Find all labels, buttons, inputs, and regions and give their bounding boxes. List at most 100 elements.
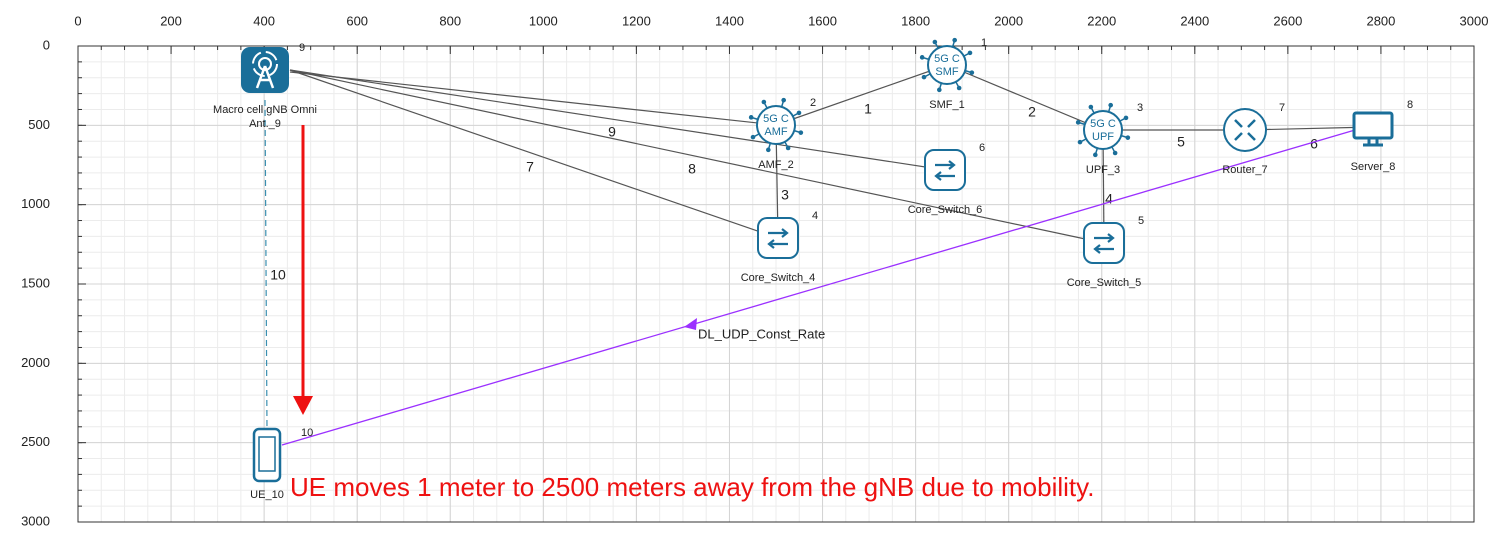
x-tick-label: 2000 xyxy=(994,13,1023,28)
icon-dot xyxy=(1075,120,1081,125)
icon-wave xyxy=(252,51,278,77)
icon-stand xyxy=(1363,139,1383,147)
icon-body xyxy=(252,427,282,483)
icon-dot xyxy=(937,87,942,93)
link xyxy=(946,64,1104,131)
icon-body xyxy=(757,217,799,259)
link-label: 5 xyxy=(1177,134,1185,150)
x-tick-label: 200 xyxy=(160,13,182,28)
icon-dot xyxy=(921,74,927,80)
y-tick-label: 500 xyxy=(28,117,50,132)
icon-dot xyxy=(969,70,975,75)
x-tick-label: 600 xyxy=(346,13,368,28)
icon-body xyxy=(927,45,967,85)
mobility-arrowhead xyxy=(293,396,313,415)
node-label: UE_10 xyxy=(250,489,284,501)
node-label: Server_8 xyxy=(1351,161,1396,173)
link-label: 9 xyxy=(608,124,616,140)
link-label: 10 xyxy=(270,267,286,283)
icon-dot xyxy=(919,55,925,60)
icon-arrows xyxy=(1234,119,1256,141)
icon-text: SMF xyxy=(935,66,959,78)
x-tick-label: 2200 xyxy=(1087,13,1116,28)
icon-dot xyxy=(750,134,756,140)
icon-text: 5G C xyxy=(1090,118,1116,130)
node-label: Macro cell gNB Omni xyxy=(213,104,317,116)
node-label: SMF_1 xyxy=(929,99,964,111)
x-tick-label: 1600 xyxy=(808,13,837,28)
link-label: 2 xyxy=(1028,104,1036,120)
x-tick-label: 0 xyxy=(74,13,81,28)
icon-dot xyxy=(798,130,804,135)
y-tick-label: 1500 xyxy=(21,275,50,290)
link xyxy=(289,69,779,239)
x-tick-label: 1800 xyxy=(901,13,930,28)
plot-border xyxy=(77,45,1475,523)
icon-screen xyxy=(258,436,276,472)
icon-dot xyxy=(1125,135,1131,140)
x-tick-label: 3000 xyxy=(1460,13,1489,28)
icon-body xyxy=(1352,111,1394,140)
y-tick-label: 1000 xyxy=(21,196,50,211)
icon-arrows xyxy=(767,228,789,249)
flow-arrow xyxy=(684,318,697,330)
icon-arrows xyxy=(1093,233,1115,254)
link xyxy=(264,99,268,431)
icon-dot xyxy=(785,145,791,151)
icon-text: AMF xyxy=(764,126,788,138)
icon-dot xyxy=(932,39,938,45)
icon-dot xyxy=(952,37,957,43)
link-label: 3 xyxy=(781,187,789,203)
node-id: 6 xyxy=(979,142,985,154)
node: Router_7 7 xyxy=(1222,102,1285,176)
link xyxy=(289,69,946,171)
link xyxy=(289,71,777,126)
icon-dot xyxy=(1088,104,1094,110)
node-label: Ant._9 xyxy=(249,118,281,130)
x-tick-label: 1200 xyxy=(622,13,651,28)
node-id: 1 xyxy=(981,37,987,49)
node-label: Core_Switch_6 xyxy=(908,204,983,216)
x-tick-label: 400 xyxy=(253,13,275,28)
icon-dot xyxy=(1093,152,1098,158)
node: Core_Switch_5 5 xyxy=(1067,215,1144,289)
node-id: 5 xyxy=(1138,215,1144,227)
icon-body xyxy=(1223,108,1267,152)
icon-body xyxy=(1083,222,1125,264)
icon-arrows xyxy=(934,160,956,181)
link xyxy=(775,64,948,126)
icon-dot xyxy=(796,110,802,116)
icon-body xyxy=(924,149,966,191)
icon-dot xyxy=(766,147,771,153)
node-id: 7 xyxy=(1279,102,1285,114)
icon-body xyxy=(1083,110,1123,150)
node: Macro cell gNB Omni Ant._9 9 xyxy=(213,42,317,130)
node-id: 9 xyxy=(299,42,305,54)
node-label: Core_Switch_5 xyxy=(1067,277,1142,289)
node-id: 10 xyxy=(301,427,313,439)
icon-wave xyxy=(258,57,272,71)
node-id: 2 xyxy=(810,97,816,109)
link xyxy=(289,69,1105,244)
icon-dot xyxy=(748,115,754,120)
icon-text: UPF xyxy=(1092,131,1114,143)
node: Server_8 8 xyxy=(1351,99,1413,173)
y-tick-label: 2500 xyxy=(21,434,50,449)
node-id: 4 xyxy=(812,210,818,222)
x-tick-label: 800 xyxy=(439,13,461,28)
annotation: UE moves 1 meter to 2500 meters away fro… xyxy=(290,472,1094,502)
node-label: UPF_3 xyxy=(1086,164,1120,176)
node: Core_Switch_4 4 xyxy=(741,210,818,284)
icon-dot xyxy=(956,85,962,91)
y-tick-label: 0 xyxy=(43,37,50,52)
node-label: Router_7 xyxy=(1222,164,1267,176)
icon-dot xyxy=(761,99,767,105)
node: Core_Switch_6 6 xyxy=(908,142,985,216)
node-id: 3 xyxy=(1137,102,1143,114)
icon-dot xyxy=(967,50,973,56)
node-label: AMF_2 xyxy=(758,159,793,171)
node: UE_10 10 xyxy=(250,427,313,501)
